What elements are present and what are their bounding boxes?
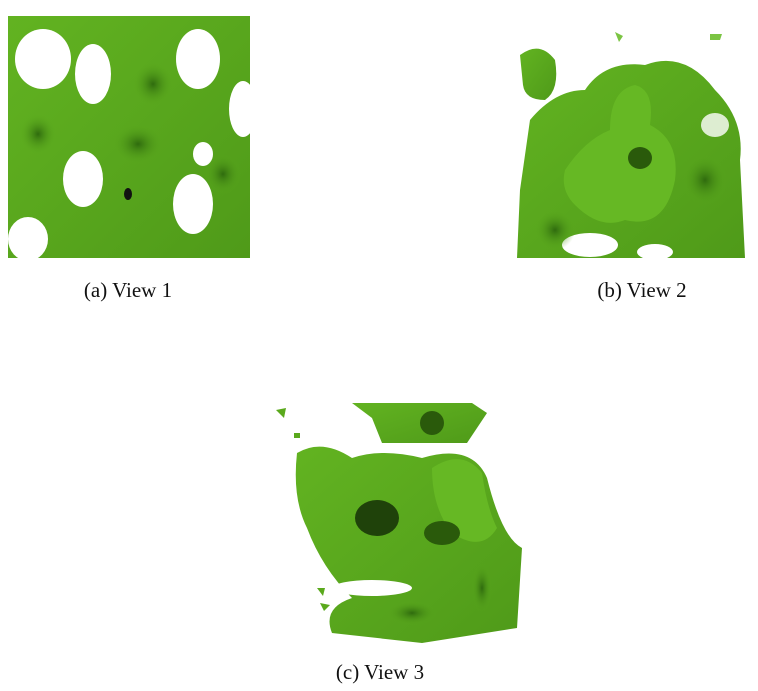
view-3-render [276, 403, 522, 643]
caption: (c) View 3 [335, 660, 425, 684]
view-1-render [8, 16, 252, 260]
view-2-render [517, 32, 745, 260]
caption: (a) View 1 [83, 278, 173, 302]
caption: (b) View 2 [597, 278, 687, 302]
